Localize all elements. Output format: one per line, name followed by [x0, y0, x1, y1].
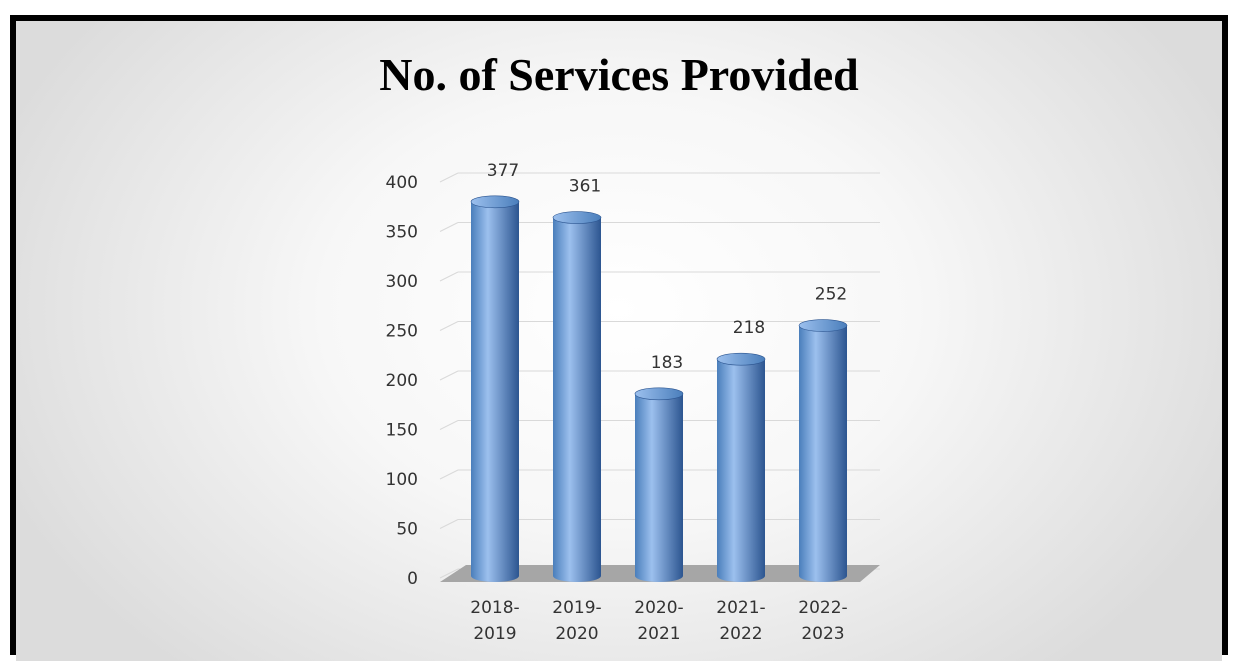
- y-tick-label: 400: [386, 173, 418, 193]
- bar-3: [716, 352, 766, 582]
- bar-1: [552, 211, 602, 583]
- y-tick-label: 250: [386, 322, 418, 342]
- y-tick-label: 100: [386, 470, 418, 490]
- bar-0: [470, 195, 520, 582]
- x-tick-label: 2022-: [798, 598, 847, 618]
- grid-side-line: [439, 519, 459, 529]
- bar-body: [553, 217, 601, 583]
- grid-side-line: [439, 568, 459, 579]
- bar-body: [471, 201, 519, 582]
- grid-side-line: [439, 420, 459, 430]
- grid-side-line: [439, 172, 459, 183]
- x-tick-label: 2020-: [634, 598, 683, 618]
- x-tick-label: 2019-: [552, 598, 601, 618]
- y-tick-label: 50: [396, 520, 418, 540]
- y-axis-ticks: 0 50 100 150 200 250 300 350 400: [386, 173, 418, 589]
- bar-cap: [634, 387, 684, 401]
- x-tick-label: 2023: [801, 624, 844, 644]
- bar-cap: [798, 319, 848, 332]
- x-tick-label: 2018-: [470, 598, 519, 618]
- data-label: 377: [487, 161, 519, 181]
- grid-side-line: [439, 271, 459, 282]
- bar-cap: [470, 195, 520, 209]
- bar-2: [634, 387, 684, 582]
- bar-body: [635, 393, 683, 582]
- x-tick-label: 2020: [555, 624, 598, 644]
- data-label: 361: [569, 177, 601, 197]
- grid-side-line: [439, 370, 459, 381]
- bars: [470, 195, 848, 583]
- grid-side-line: [439, 469, 459, 480]
- x-tick-label: 2019: [473, 624, 516, 644]
- x-tick-label: 2021-: [716, 598, 765, 618]
- y-tick-label: 300: [386, 272, 418, 292]
- x-tick-label: 2022: [719, 624, 762, 644]
- bar-cap: [716, 352, 766, 366]
- y-tick-label: 350: [386, 223, 418, 243]
- grid-side-line: [439, 222, 459, 232]
- grid-side-line: [439, 321, 459, 331]
- bar-4: [798, 319, 848, 582]
- y-tick-label: 200: [386, 371, 418, 391]
- chart-frame: No. of Services Provided: [10, 15, 1228, 661]
- x-tick-label: 2021: [637, 624, 680, 644]
- y-tick-label: 150: [386, 421, 418, 441]
- x-axis-ticks: 2018- 2019 2019- 2020 2020- 2021 2021- 2022 2022…: [470, 598, 847, 644]
- data-label: 252: [815, 285, 847, 305]
- chart-panel: No. of Services Provided: [16, 21, 1222, 661]
- data-label: 183: [651, 353, 683, 373]
- chart-title: No. of Services Provided: [379, 49, 859, 100]
- bar-body: [799, 325, 847, 582]
- bar-body: [717, 359, 765, 582]
- y-tick-label: 0: [407, 569, 418, 589]
- data-labels: 377 361 183 218 252: [487, 161, 847, 373]
- data-label: 218: [733, 318, 765, 338]
- bar-cap: [552, 211, 602, 224]
